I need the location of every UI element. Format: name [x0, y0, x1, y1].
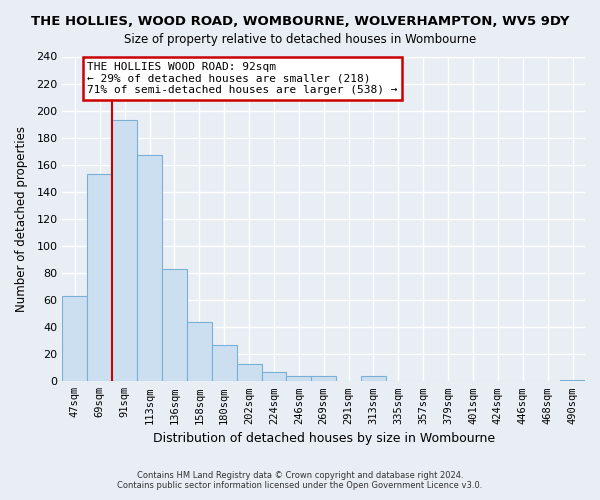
Bar	[311, 376, 336, 382]
Bar	[62, 296, 88, 382]
Text: THE HOLLIES WOOD ROAD: 92sqm
← 29% of detached houses are smaller (218)
71% of s: THE HOLLIES WOOD ROAD: 92sqm ← 29% of de…	[88, 62, 398, 95]
Bar	[88, 174, 112, 382]
Text: Contains HM Land Registry data © Crown copyright and database right 2024.
Contai: Contains HM Land Registry data © Crown c…	[118, 470, 482, 490]
Bar	[137, 156, 162, 382]
Bar	[262, 372, 286, 382]
Bar	[112, 120, 137, 382]
Y-axis label: Number of detached properties: Number of detached properties	[15, 126, 28, 312]
Bar	[212, 345, 236, 382]
Bar	[162, 269, 187, 382]
Bar	[361, 376, 386, 382]
Text: Size of property relative to detached houses in Wombourne: Size of property relative to detached ho…	[124, 32, 476, 46]
X-axis label: Distribution of detached houses by size in Wombourne: Distribution of detached houses by size …	[152, 432, 495, 445]
Bar	[286, 376, 311, 382]
Bar	[560, 380, 585, 382]
Bar	[187, 322, 212, 382]
Text: THE HOLLIES, WOOD ROAD, WOMBOURNE, WOLVERHAMPTON, WV5 9DY: THE HOLLIES, WOOD ROAD, WOMBOURNE, WOLVE…	[31, 15, 569, 28]
Bar	[236, 364, 262, 382]
